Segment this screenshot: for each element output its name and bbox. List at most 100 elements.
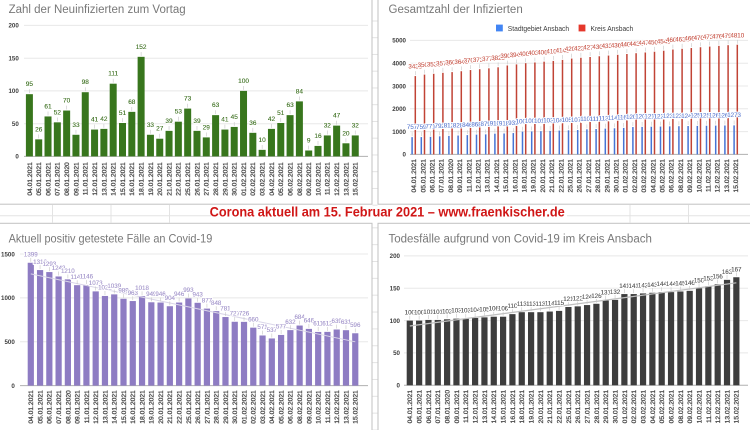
svg-text:30.01.2021: 30.01.2021 xyxy=(612,390,619,424)
svg-text:08.01.2020: 08.01.2020 xyxy=(448,159,455,193)
svg-text:3820: 3820 xyxy=(491,55,505,62)
svg-text:1146: 1146 xyxy=(80,274,94,281)
svg-text:989: 989 xyxy=(118,287,129,294)
svg-text:29.01.2021: 29.01.2021 xyxy=(604,159,611,193)
svg-text:4548: 4548 xyxy=(657,38,671,45)
svg-text:1073: 1073 xyxy=(89,280,103,287)
svg-text:42: 42 xyxy=(100,116,108,123)
svg-text:4305: 4305 xyxy=(592,44,606,51)
svg-text:106: 106 xyxy=(489,306,500,313)
svg-text:963: 963 xyxy=(128,290,139,297)
svg-text:163: 163 xyxy=(722,269,733,276)
svg-text:1018: 1018 xyxy=(135,285,149,292)
svg-text:4600: 4600 xyxy=(666,37,680,44)
svg-text:131: 131 xyxy=(601,290,612,297)
svg-text:1000: 1000 xyxy=(516,118,530,125)
svg-text:4336: 4336 xyxy=(602,43,616,50)
svg-text:632: 632 xyxy=(285,319,296,326)
svg-text:1072: 1072 xyxy=(571,117,585,124)
svg-text:1316: 1316 xyxy=(33,259,47,266)
svg-text:4068: 4068 xyxy=(537,49,551,56)
svg-text:03.02.2021: 03.02.2021 xyxy=(641,159,648,193)
svg-text:100: 100 xyxy=(390,318,401,325)
svg-text:200: 200 xyxy=(8,23,19,30)
svg-text:4632: 4632 xyxy=(675,36,689,43)
svg-text:9: 9 xyxy=(307,138,311,145)
svg-text:02.02.2021: 02.02.2021 xyxy=(631,390,638,424)
svg-text:100: 100 xyxy=(238,78,249,85)
svg-text:45: 45 xyxy=(231,114,239,121)
svg-text:631: 631 xyxy=(341,319,352,326)
svg-text:3500: 3500 xyxy=(418,62,432,69)
svg-text:05.01.2021: 05.01.2021 xyxy=(420,159,427,193)
svg-text:100: 100 xyxy=(405,310,416,317)
svg-text:73: 73 xyxy=(184,96,192,103)
svg-text:639: 639 xyxy=(332,318,343,325)
svg-text:98: 98 xyxy=(82,79,90,86)
svg-text:4760: 4760 xyxy=(712,33,726,40)
svg-text:611: 611 xyxy=(313,321,323,328)
svg-text:14.01.2021: 14.01.2021 xyxy=(491,390,498,424)
svg-text:1293: 1293 xyxy=(42,261,56,268)
svg-text:4000: 4000 xyxy=(519,51,533,58)
svg-text:32: 32 xyxy=(324,122,332,129)
svg-text:3435: 3435 xyxy=(408,64,422,71)
svg-text:612: 612 xyxy=(322,321,333,328)
svg-text:27.01.2021: 27.01.2021 xyxy=(204,162,211,196)
svg-text:63: 63 xyxy=(212,102,220,109)
svg-text:1000: 1000 xyxy=(1,295,15,302)
svg-text:1222: 1222 xyxy=(654,113,668,120)
svg-text:500: 500 xyxy=(4,339,15,346)
svg-text:4438: 4438 xyxy=(629,41,643,48)
svg-text:1039: 1039 xyxy=(107,283,121,290)
svg-text:1244: 1244 xyxy=(681,113,695,120)
svg-text:09.02.2021: 09.02.2021 xyxy=(306,162,313,196)
svg-text:126: 126 xyxy=(591,293,602,300)
svg-text:4810: 4810 xyxy=(730,32,744,39)
svg-text:100: 100 xyxy=(414,310,425,317)
svg-text:18.01.2021: 18.01.2021 xyxy=(139,390,146,424)
svg-text:114: 114 xyxy=(545,301,555,308)
svg-text:3737: 3737 xyxy=(473,57,487,64)
svg-text:84: 84 xyxy=(296,88,304,95)
svg-text:1073: 1073 xyxy=(89,280,103,287)
svg-text:18.01.2021: 18.01.2021 xyxy=(519,390,526,424)
svg-text:26: 26 xyxy=(35,126,43,133)
svg-text:102: 102 xyxy=(442,308,453,315)
svg-text:11.02.2021: 11.02.2021 xyxy=(706,159,713,192)
svg-text:11.02.2021: 11.02.2021 xyxy=(325,390,332,423)
svg-text:152: 152 xyxy=(136,44,147,51)
svg-text:39: 39 xyxy=(165,118,173,125)
svg-text:1293: 1293 xyxy=(42,261,56,268)
svg-text:3700: 3700 xyxy=(464,58,478,65)
svg-text:32: 32 xyxy=(352,122,360,129)
svg-text:877: 877 xyxy=(202,297,213,304)
svg-text:12.01.2021: 12.01.2021 xyxy=(93,390,100,424)
svg-text:946: 946 xyxy=(155,291,166,298)
svg-text:15.01.2021: 15.01.2021 xyxy=(120,162,127,196)
svg-text:4404: 4404 xyxy=(620,42,634,49)
svg-text:06.02.2021: 06.02.2021 xyxy=(669,159,676,193)
svg-text:4305: 4305 xyxy=(592,44,606,51)
svg-text:3609: 3609 xyxy=(445,60,459,67)
svg-text:660: 660 xyxy=(248,316,259,323)
svg-text:1033: 1033 xyxy=(543,118,557,125)
svg-text:1144: 1144 xyxy=(70,274,84,281)
svg-text:05.01.2021: 05.01.2021 xyxy=(37,390,44,424)
svg-text:12.01.2021: 12.01.2021 xyxy=(473,390,480,424)
svg-text:946: 946 xyxy=(174,291,185,298)
svg-text:11.01.2021: 11.01.2021 xyxy=(463,390,470,423)
svg-text:06.01.2021: 06.01.2021 xyxy=(426,390,433,424)
svg-text:28.01.2021: 28.01.2021 xyxy=(213,162,220,196)
svg-text:4790: 4790 xyxy=(721,33,735,40)
svg-text:1215: 1215 xyxy=(644,114,658,121)
svg-text:18.01.2021: 18.01.2021 xyxy=(522,159,529,193)
svg-text:47: 47 xyxy=(333,113,341,120)
svg-text:1008: 1008 xyxy=(525,118,539,125)
svg-text:935: 935 xyxy=(508,120,519,127)
svg-text:07.01.2021: 07.01.2021 xyxy=(439,159,446,193)
svg-text:1114: 1114 xyxy=(590,116,603,123)
svg-text:41: 41 xyxy=(221,117,229,124)
svg-text:9: 9 xyxy=(307,138,311,145)
svg-text:51: 51 xyxy=(119,110,127,117)
